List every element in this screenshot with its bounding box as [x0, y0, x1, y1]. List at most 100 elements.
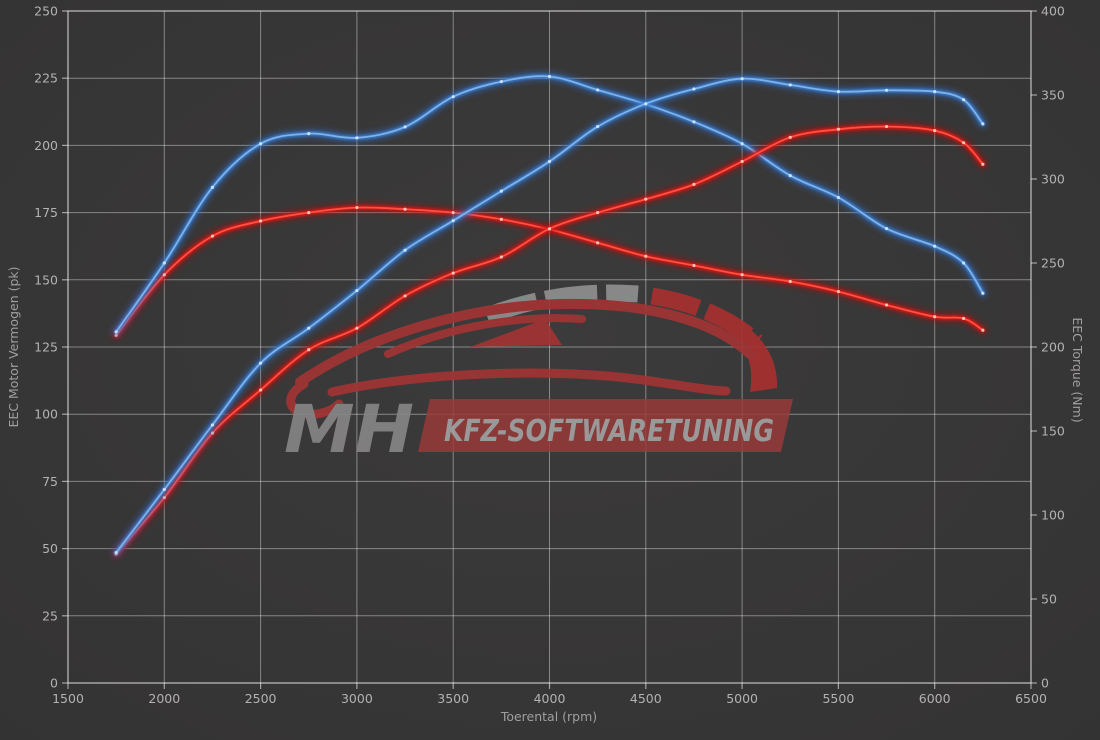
blue-power-curve-marker: [403, 248, 407, 252]
y-left-tick-label: 200: [34, 138, 58, 153]
red-power-curve: [111, 122, 988, 559]
blue-power-curve-marker: [836, 90, 841, 94]
red-power-curve-marker: [499, 255, 503, 259]
blue-torque-curve-marker: [307, 132, 311, 136]
red-power-curve-marker: [644, 197, 648, 201]
y-right-tick-label: 250: [1041, 256, 1065, 271]
red-power-curve-marker: [403, 294, 407, 298]
blue-torque-curve-marker: [114, 330, 118, 334]
red-torque-curve-marker: [451, 211, 455, 215]
red-torque-curve-marker: [210, 234, 215, 238]
red-torque-curve-marker: [740, 273, 744, 277]
y-right-tick-label: 300: [1041, 172, 1065, 187]
blue-torque-curve-marker: [884, 226, 889, 231]
red-torque-curve-marker: [499, 217, 503, 221]
x-tick-label: 4500: [630, 691, 662, 706]
y-right-tick-label: 350: [1041, 88, 1065, 103]
brand-band: [418, 399, 793, 452]
mh-brand-text: MH: [284, 391, 414, 468]
blue-torque-curve-marker: [596, 88, 600, 92]
red-torque-curve-marker: [884, 303, 889, 307]
blue-torque-curve: [111, 71, 988, 337]
red-power-curve-marker: [547, 227, 552, 231]
blue-torque-curve-marker: [162, 261, 166, 265]
y-left-tick-label: 75: [42, 474, 58, 489]
y-right-tick-label: 50: [1041, 592, 1057, 607]
y-left-tick-label: 50: [42, 541, 58, 556]
red-power-curve-marker: [788, 135, 792, 139]
y-left-tick-label: 150: [34, 272, 58, 287]
y-left-tick-label: 0: [50, 676, 58, 691]
blue-power-curve-marker: [114, 551, 118, 555]
x-tick-label: 2000: [148, 691, 180, 706]
blue-torque-curve-marker: [981, 291, 985, 295]
x-tick-label: 6500: [1015, 691, 1047, 706]
y-left-tick-label: 225: [34, 71, 58, 86]
red-power-curve-marker: [692, 182, 696, 186]
axes-layer: 1500 2000 2500 3000 3500 4000 4500 5000 5500 6000…: [34, 4, 1065, 707]
blue-power-curve-marker: [596, 124, 600, 129]
red-torque-curve-marker: [307, 211, 311, 215]
x-tick-label: 1500: [52, 691, 84, 706]
blue-torque-curve-marker: [547, 74, 552, 79]
blue-power-curve-marker: [740, 77, 744, 81]
red-power-curve-marker: [355, 326, 359, 330]
blue-torque-curve-marker: [933, 244, 937, 248]
blue-power-curve-marker: [788, 83, 792, 87]
mh-watermark: MH KFZ-SOFTWARETUNING: [284, 284, 793, 468]
blue-torque-curve-marker: [836, 195, 841, 200]
y-left-tick-label: 100: [34, 407, 58, 422]
x-tick-label: 4000: [534, 691, 566, 706]
red-power-curve-marker: [836, 127, 841, 131]
y-left-tick-label: 250: [34, 4, 58, 19]
red-torque-curve-marker: [788, 279, 792, 284]
y-right-tick-label: 0: [1041, 676, 1049, 691]
blue-torque-curve-marker: [355, 136, 359, 140]
red-power-curve-marker: [259, 388, 263, 392]
red-power-curve-marker: [451, 271, 455, 275]
blue-power-curve-marker: [210, 423, 215, 427]
blue-torque-curve-marker: [961, 261, 966, 265]
blue-torque-curve-marker: [403, 125, 407, 129]
brand-band-text: KFZ-SOFTWARETUNING: [444, 414, 774, 449]
red-power-curve-marker: [961, 141, 966, 145]
x-tick-label: 3500: [437, 691, 469, 706]
red-torque-curve-marker: [403, 207, 407, 211]
red-torque-curve: [111, 202, 988, 340]
red-torque-curve-marker: [162, 273, 166, 277]
blue-power-curve-marker: [692, 87, 696, 91]
red-power-curve-marker: [740, 159, 744, 164]
blue-power-curve-marker: [961, 98, 966, 102]
red-torque-curve-marker: [961, 316, 966, 321]
x-tick-label: 3000: [341, 691, 373, 706]
red-power-curve-marker: [307, 348, 311, 352]
blue-power-curve-marker: [451, 219, 455, 223]
y-left-tick-label: 125: [34, 340, 58, 355]
blue-torque-curve-marker: [788, 174, 792, 178]
blue-torque-curve-marker: [451, 95, 455, 99]
y-right-tick-label: 400: [1041, 4, 1065, 19]
red-torque-curve-marker: [596, 241, 600, 245]
blue-torque-curve-core: [115, 75, 984, 333]
y-left-tick-label: 175: [34, 205, 58, 220]
blue-torque-curve-marker: [210, 185, 215, 189]
y-right-tick-label: 200: [1041, 340, 1065, 355]
y-left-tick-label: 25: [42, 608, 58, 623]
blue-power-curve-marker: [933, 90, 937, 94]
red-torque-curve-marker: [692, 263, 696, 268]
blue-power-curve: [111, 74, 988, 558]
red-torque-curve-marker: [933, 315, 937, 319]
blue-power-curve-marker: [307, 326, 311, 330]
y-right-tick-label: 100: [1041, 508, 1065, 523]
x-tick-label: 5000: [726, 691, 758, 706]
blue-torque-curve-marker: [692, 120, 696, 124]
y-axis-title-left: EEC Motor Vermogen (pk): [6, 266, 21, 427]
x-tick-label: 6000: [919, 691, 951, 706]
blue-power-curve-marker: [499, 189, 503, 193]
blue-power-curve-marker: [355, 288, 359, 293]
red-torque-curve-marker: [644, 254, 648, 258]
red-torque-curve-marker: [355, 205, 359, 210]
y-right-tick-label: 150: [1041, 424, 1065, 439]
red-torque-curve-marker: [836, 289, 841, 294]
red-power-curve-marker: [981, 162, 985, 166]
